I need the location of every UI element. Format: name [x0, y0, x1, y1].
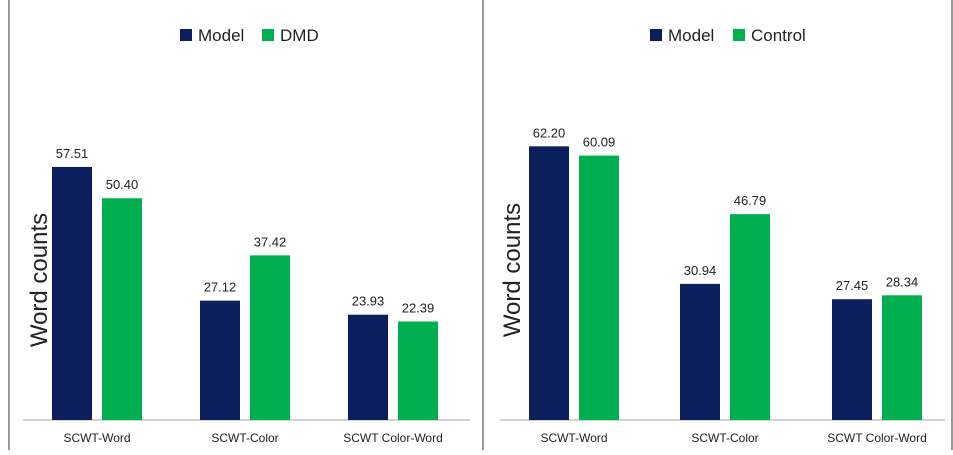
left-data-label-dmd-3: 22.39: [402, 300, 435, 315]
right-data-label-control-3: 28.34: [886, 274, 919, 289]
right-bars: 62.20 30.94 27.45 60.09 46.79 28.34: [529, 125, 922, 420]
left-bar-dmd-2: [250, 255, 290, 420]
right-bar-model-2: [680, 283, 720, 420]
left-y-axis-label: Word counts: [26, 213, 53, 347]
right-legend-control-label: Control: [751, 26, 806, 45]
left-bar-model-3: [348, 314, 388, 420]
right-legend-model-swatch: [650, 29, 662, 41]
right-data-label-model-1: 62.20: [533, 125, 566, 140]
left-legend-model-swatch: [180, 29, 192, 41]
left-bars: 57.51 27.12 23.93 50.40 37.42 22.39: [52, 146, 438, 420]
left-legend-dmd-swatch: [262, 29, 274, 41]
left-data-label-model-2: 27.12: [204, 280, 237, 295]
right-x-tick-label: SCWT-Color: [691, 431, 758, 445]
right-legend-model-label: Model: [668, 26, 714, 45]
right-bar-model-3: [832, 299, 872, 420]
right-legend-control-swatch: [733, 29, 745, 41]
left-x-tick-label: SCWT-Color: [211, 431, 278, 445]
right-panel: Model Control Word counts 62.20 30.94 27.4…: [499, 26, 945, 445]
right-x-tick-labels: SCWT-Word SCWT-Color SCWT Color-Word: [540, 431, 926, 445]
left-x-tick-labels: SCWT-Word SCWT-Color SCWT Color-Word: [63, 431, 442, 445]
right-data-label-model-2: 30.94: [684, 263, 717, 278]
left-bar-dmd-1: [102, 198, 142, 420]
right-legend: Model Control: [650, 26, 806, 45]
right-data-label-model-3: 27.45: [836, 278, 869, 293]
right-x-tick-label: SCWT-Word: [540, 431, 607, 445]
left-legend-dmd-label: DMD: [280, 26, 319, 45]
left-bar-model-2: [200, 300, 240, 420]
right-data-label-control-2: 46.79: [734, 193, 767, 208]
right-x-tick-label: SCWT Color-Word: [827, 431, 927, 445]
right-bar-control-2: [730, 214, 770, 420]
left-data-label-dmd-1: 50.40: [106, 177, 139, 192]
left-x-tick-label: SCWT Color-Word: [343, 431, 443, 445]
left-bar-dmd-3: [398, 321, 438, 420]
right-bar-control-1: [579, 155, 619, 420]
right-data-label-control-1: 60.09: [583, 135, 616, 150]
right-bar-model-1: [529, 146, 569, 420]
left-legend: Model DMD: [180, 26, 319, 45]
left-bar-model-1: [52, 166, 92, 420]
left-x-tick-label: SCWT-Word: [63, 431, 130, 445]
left-panel: Model DMD Word counts 57.51 27.12 23.93 50.…: [23, 26, 470, 445]
left-data-label-model-1: 57.51: [56, 146, 89, 161]
left-data-label-dmd-2: 37.42: [254, 234, 287, 249]
right-bar-control-3: [882, 295, 922, 420]
right-y-axis-label: Word counts: [499, 203, 526, 337]
left-legend-model-label: Model: [198, 26, 244, 45]
left-data-label-model-3: 23.93: [352, 294, 385, 309]
